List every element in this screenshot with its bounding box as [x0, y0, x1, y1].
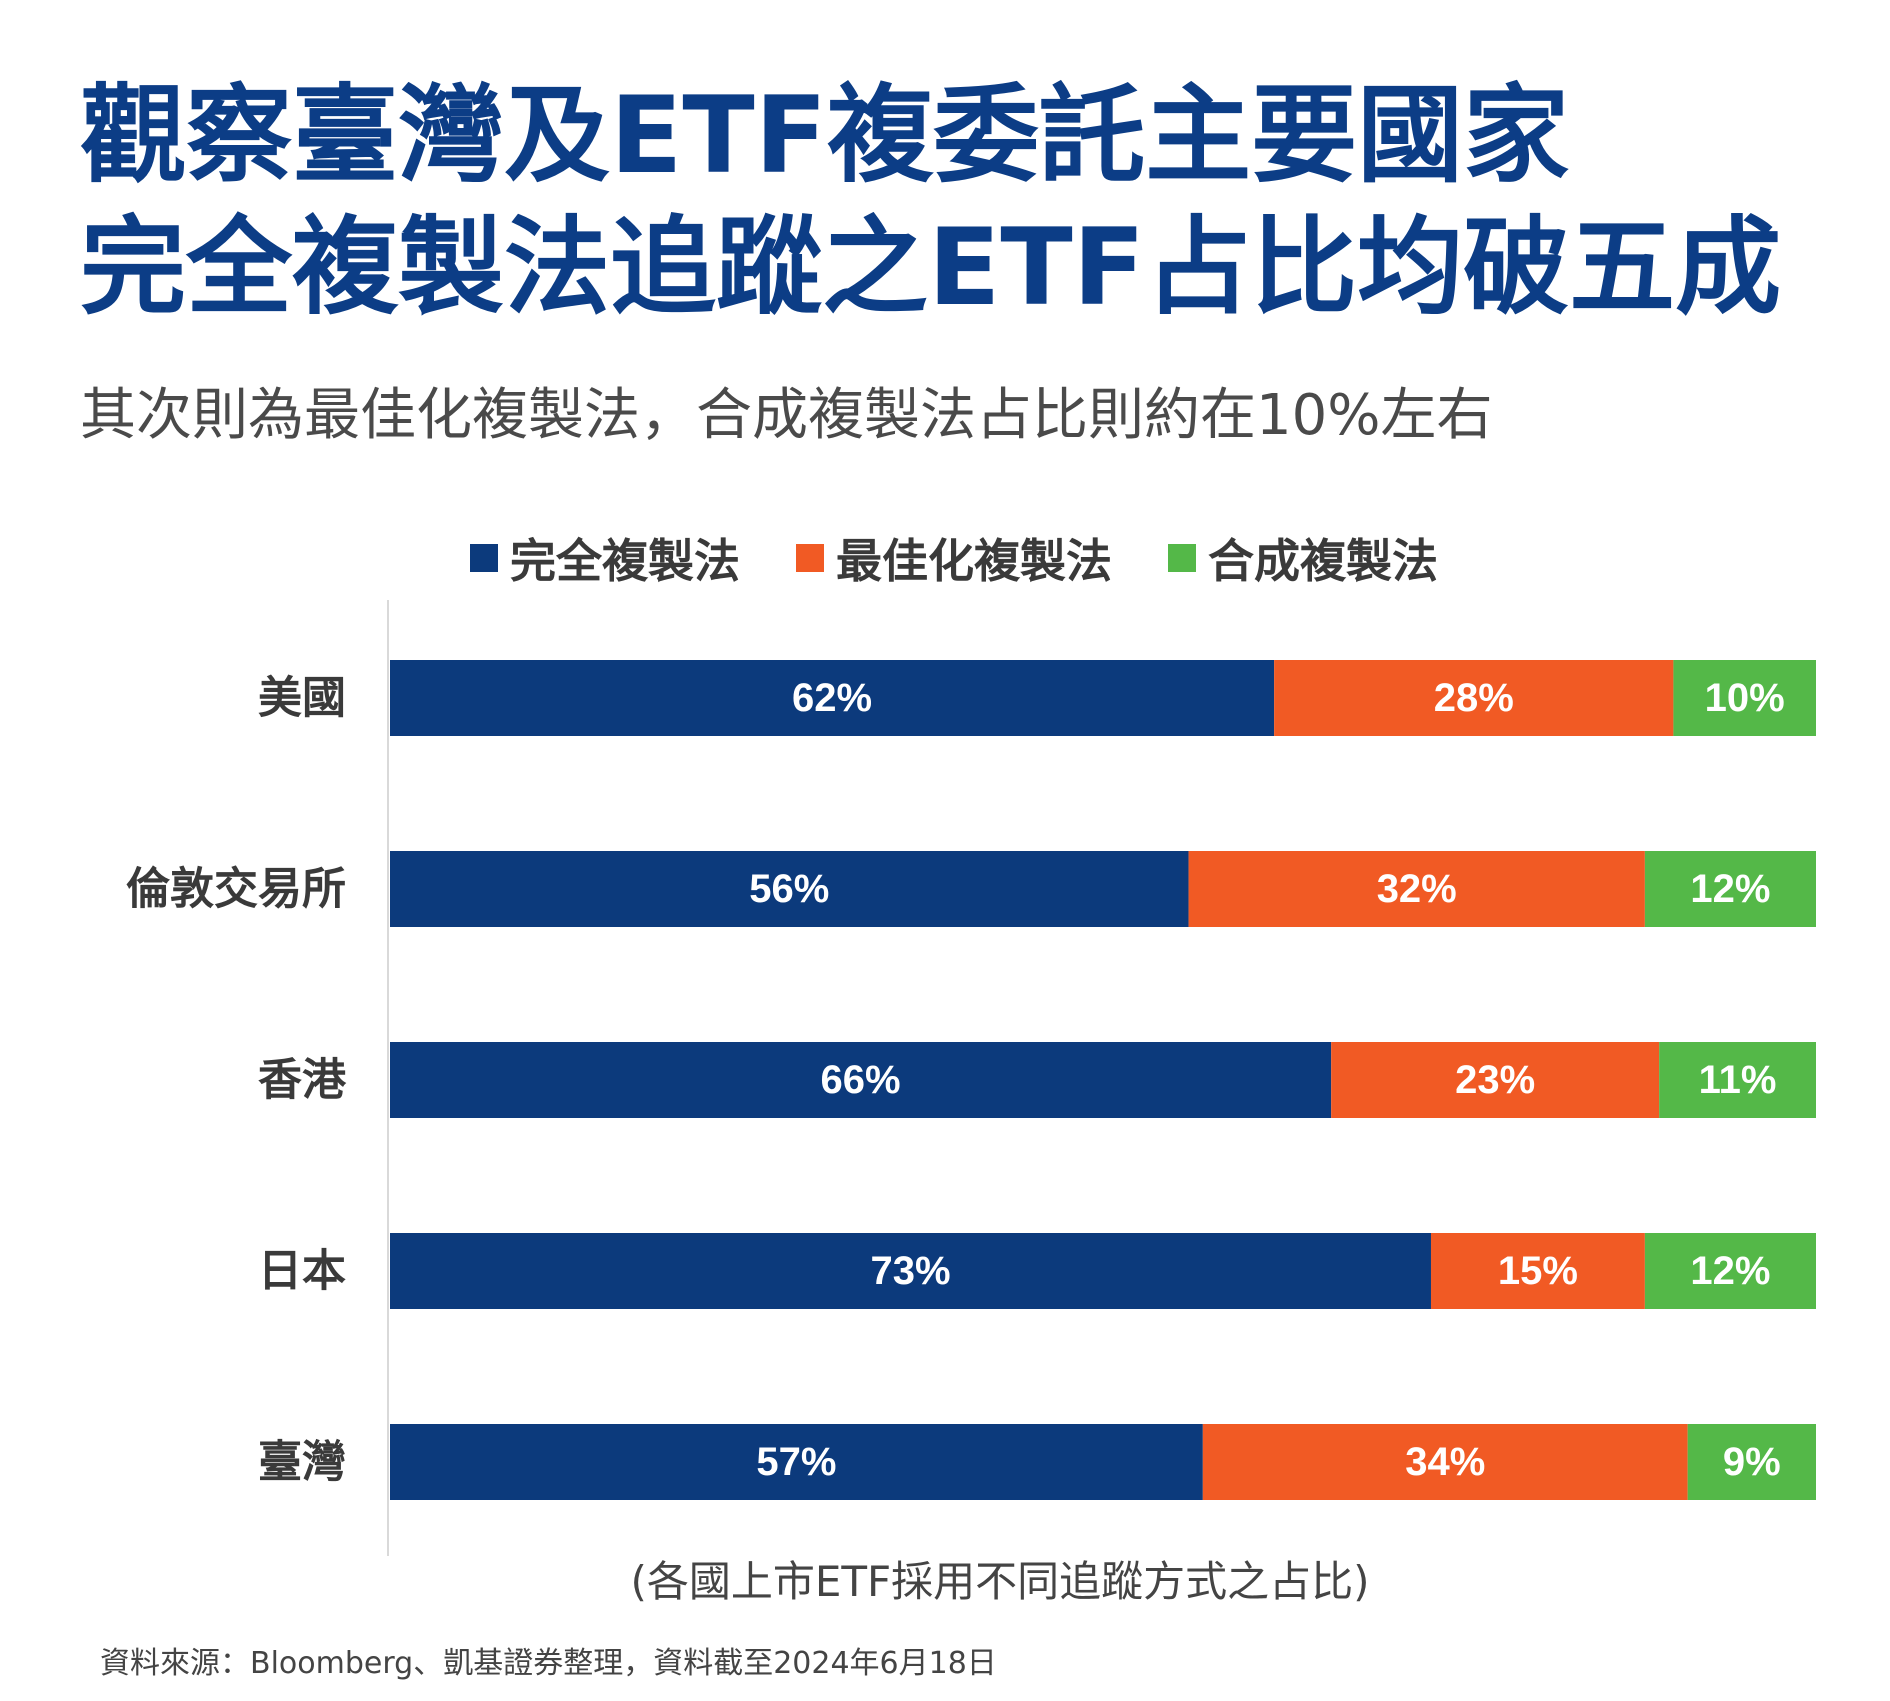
legend-label-full-replication: 完全複製法 — [510, 534, 740, 588]
category-label: 香港 — [258, 1055, 347, 1106]
legend-item-synthetic-replication: 合成複製法 — [1168, 525, 1438, 591]
legend-swatch-synthetic-replication — [1168, 544, 1196, 572]
data-label: 66% — [821, 1058, 901, 1102]
bar-segment — [1430, 1233, 1645, 1309]
category-label: 臺灣 — [258, 1437, 346, 1488]
bar-segment — [1673, 660, 1816, 736]
bar-segment — [1644, 1233, 1816, 1309]
data-label: 62% — [792, 676, 872, 720]
legend-label-synthetic-replication: 合成複製法 — [1208, 534, 1438, 588]
bar-segment — [390, 1233, 1431, 1309]
data-label: 57% — [756, 1440, 836, 1484]
category-label: 倫敦交易所 — [126, 864, 346, 915]
data-label: 32% — [1377, 867, 1457, 911]
bar-segment — [390, 851, 1189, 927]
legend-swatch-optimized-replication — [796, 544, 824, 572]
bar-segment — [1274, 660, 1674, 736]
data-label: 73% — [870, 1249, 950, 1293]
category-label: 日本 — [258, 1246, 346, 1297]
bar-segment — [1188, 851, 1645, 927]
chart-title: 觀察臺灣及ETF複委託主要國家 完全複製法追蹤之ETF占比均破五成 — [80, 70, 1860, 334]
category-label: 美國 — [258, 673, 346, 724]
bar-segment — [1331, 1042, 1660, 1118]
chart-subtitle: 其次則為最佳化複製法，合成複製法占比則約在10%左右 — [80, 383, 1493, 448]
legend-swatch-full-replication — [470, 544, 498, 572]
legend-label-optimized-replication: 最佳化複製法 — [836, 534, 1112, 588]
data-label: 15% — [1498, 1249, 1578, 1293]
legend-item-full-replication: 完全複製法 — [470, 525, 740, 591]
data-label: 9% — [1723, 1440, 1781, 1484]
legend-item-optimized-replication: 最佳化複製法 — [796, 525, 1112, 591]
data-label: 23% — [1455, 1058, 1535, 1102]
data-label: 28% — [1434, 676, 1514, 720]
bar-segment — [1644, 851, 1816, 927]
bar-segment — [1687, 1424, 1816, 1500]
bar-segment — [390, 660, 1275, 736]
bar-segment — [390, 1042, 1332, 1118]
source-note: 資料來源：Bloomberg、凱基證券整理，資料截至2024年6月18日 — [100, 1646, 997, 1681]
title-line-1: 觀察臺灣及ETF複委託主要國家 — [80, 74, 1570, 197]
bar-segment — [1659, 1042, 1816, 1118]
data-label: 12% — [1690, 867, 1770, 911]
data-label: 10% — [1705, 676, 1785, 720]
chart-legend: 完全複製法 最佳化複製法 合成複製法 — [470, 528, 1438, 588]
bar-segment — [1202, 1424, 1688, 1500]
title-line-2: 完全複製法追蹤之ETF占比均破五成 — [80, 206, 1782, 329]
x-axis-caption: (各國上市ETF採用不同追蹤方式之占比) — [630, 1557, 1370, 1606]
data-label: 56% — [749, 867, 829, 911]
bar-segment — [390, 1424, 1203, 1500]
data-label: 11% — [1699, 1058, 1777, 1102]
data-label: 12% — [1690, 1249, 1770, 1293]
data-label: 34% — [1405, 1440, 1485, 1484]
